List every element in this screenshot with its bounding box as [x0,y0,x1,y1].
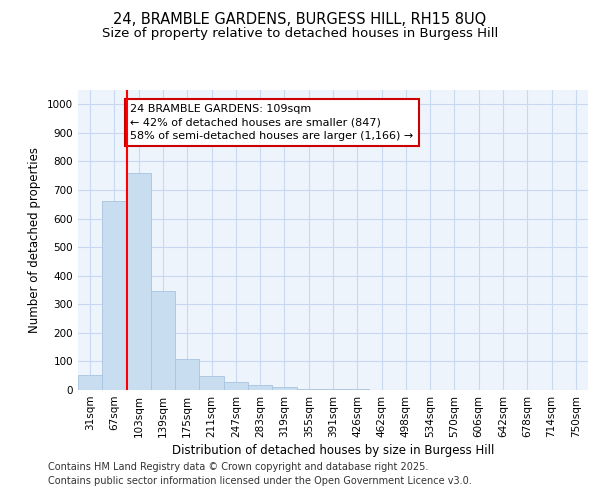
Y-axis label: Number of detached properties: Number of detached properties [28,147,41,333]
Text: Size of property relative to detached houses in Burgess Hill: Size of property relative to detached ho… [102,28,498,40]
X-axis label: Distribution of detached houses by size in Burgess Hill: Distribution of detached houses by size … [172,444,494,457]
Text: 24, BRAMBLE GARDENS, BURGESS HILL, RH15 8UQ: 24, BRAMBLE GARDENS, BURGESS HILL, RH15 … [113,12,487,28]
Bar [272,386,296,390]
Bar [102,201,127,390]
Bar [296,388,321,390]
Bar [151,291,175,390]
Text: 24 BRAMBLE GARDENS: 109sqm
← 42% of detached houses are smaller (847)
58% of sem: 24 BRAMBLE GARDENS: 109sqm ← 42% of deta… [130,104,413,141]
Bar [127,174,151,390]
Bar [78,375,102,390]
Bar [224,382,248,390]
Text: Contains public sector information licensed under the Open Government Licence v3: Contains public sector information licen… [48,476,472,486]
Bar [199,376,224,390]
Bar [175,358,199,390]
Text: Contains HM Land Registry data © Crown copyright and database right 2025.: Contains HM Land Registry data © Crown c… [48,462,428,472]
Bar [248,385,272,390]
